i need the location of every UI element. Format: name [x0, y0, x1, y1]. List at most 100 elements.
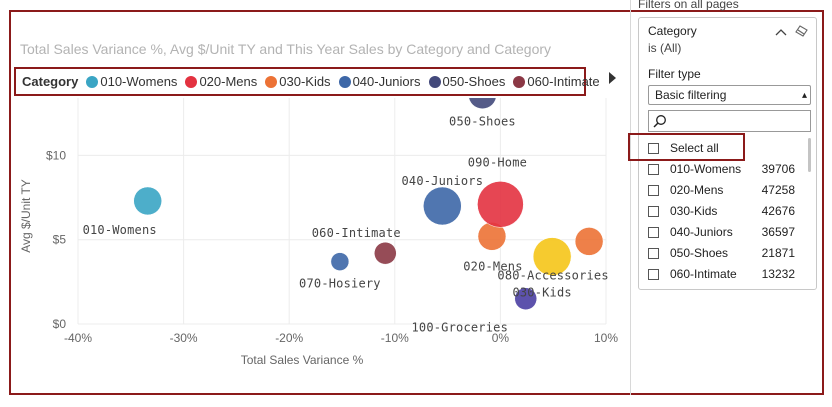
legend-next-arrow-icon[interactable]: [609, 72, 616, 84]
item-checkbox[interactable]: [648, 205, 659, 217]
list-item[interactable]: 030-Kids 42676: [648, 202, 795, 220]
legend-label: 040-Juniors: [352, 74, 421, 89]
point-label: 090-Home: [468, 155, 527, 169]
item-count: 42676: [761, 204, 795, 218]
select-all-checkbox[interactable]: [648, 142, 659, 154]
scatter-chart: -40% -30% -20% -10% 0% 10% $0 $5 $10 Total Sales …: [19, 98, 618, 367]
y-axis-title: Avg $/Unit TY: [19, 179, 33, 253]
chart-bubbles: [133, 98, 604, 310]
point-label: 010-Womens: [83, 223, 157, 237]
legend-label: 030-Kids: [279, 74, 331, 89]
x-tick-label: 0%: [492, 331, 510, 345]
filter-field-value: is (All): [648, 41, 682, 55]
search-icon: [653, 114, 667, 133]
x-axis-title: Total Sales Variance %: [241, 353, 364, 367]
legend-item-intimate[interactable]: 060-Intimate: [513, 74, 600, 89]
select-all-option[interactable]: Select all: [648, 139, 755, 157]
legend-dot-icon: [338, 75, 351, 88]
legend-label: 010-Womens: [100, 74, 178, 89]
bubble-point: [477, 181, 524, 228]
chart-grid: [77, 98, 607, 325]
item-checkbox[interactable]: [648, 163, 659, 175]
point-label: 020-Mens: [463, 259, 522, 273]
x-tick-label: -40%: [64, 331, 92, 345]
select-caret-icon: ▴: [801, 90, 807, 101]
item-label: 060-Intimate: [670, 267, 737, 281]
list-item[interactable]: 020-Mens 47258: [648, 181, 795, 199]
clear-filter-icon[interactable]: [795, 24, 808, 42]
x-tick-label: -20%: [275, 331, 303, 345]
item-label: 040-Juniors: [670, 225, 733, 239]
filters-pane-header: Filters on all pages: [638, 0, 739, 11]
list-item[interactable]: 040-Juniors 36597: [648, 223, 795, 241]
point-label: 100-Groceries: [411, 321, 508, 335]
filter-type-label: Filter type: [648, 67, 701, 81]
legend-label: 020-Mens: [199, 74, 258, 89]
legend-item-mens[interactable]: 020-Mens: [185, 74, 257, 89]
point-label: 030-Kids: [512, 286, 571, 300]
y-tick-label: $10: [46, 148, 66, 162]
bubble-point: [574, 227, 604, 256]
item-count: 21871: [761, 246, 795, 260]
bubble-point: [330, 252, 350, 271]
chart-axes: -40% -30% -20% -10% 0% 10% $0 $5 $10 Total Sales …: [19, 148, 618, 367]
legend-dot-icon: [86, 75, 99, 88]
y-tick-label: $5: [53, 233, 67, 247]
legend-title: Category: [22, 74, 79, 89]
filter-type-value: Basic filtering: [655, 88, 727, 102]
x-tick-label: 10%: [594, 331, 618, 345]
legend-item-juniors[interactable]: 040-Juniors: [338, 74, 421, 89]
chart-legend: Category 010-Womens 020-Mens 030-Kids 04…: [14, 67, 600, 96]
list-item[interactable]: 060-Intimate 13232: [648, 265, 795, 283]
bubble-point: [133, 186, 162, 216]
item-checkbox[interactable]: [648, 268, 659, 280]
point-label: 070-Hosiery: [299, 277, 381, 291]
chart-point-labels: 010-Womens 020-Mens 030-Kids 040-Juniors 050…: [83, 115, 609, 335]
item-label: 010-Womens: [670, 162, 742, 176]
category-filter-card: Category is (All) Filter type Basic filt…: [638, 17, 817, 290]
item-label: 020-Mens: [670, 183, 724, 197]
legend-item-womens[interactable]: 010-Womens: [86, 74, 177, 89]
bubble-point: [514, 287, 537, 310]
legend-label: 050-Shoes: [442, 74, 506, 89]
bubble-point: [468, 98, 497, 109]
legend-dot-icon: [513, 75, 526, 88]
filter-search-input[interactable]: [648, 110, 811, 132]
select-all-label: Select all: [670, 141, 719, 155]
legend-dot-icon: [265, 75, 278, 88]
chart-title: Total Sales Variance %, Avg $/Unit TY an…: [20, 41, 552, 57]
item-checkbox[interactable]: [648, 184, 659, 196]
x-tick-label: -30%: [170, 331, 198, 345]
pane-divider: [630, 0, 631, 395]
item-label: 050-Shoes: [670, 246, 729, 260]
bubble-point: [374, 241, 397, 265]
x-tick-label: -10%: [381, 331, 409, 345]
select-all-highlight: [628, 133, 745, 161]
legend-label: 060-Intimate: [527, 74, 600, 89]
legend-dot-icon: [185, 75, 198, 88]
item-count: 39706: [761, 162, 795, 176]
item-count: 47258: [761, 183, 795, 197]
legend-dot-icon: [428, 75, 441, 88]
y-tick-label: $0: [53, 317, 67, 331]
bubble-point: [532, 237, 572, 276]
legend-item-shoes[interactable]: 050-Shoes: [428, 74, 506, 89]
filter-type-select[interactable]: Basic filtering ▴: [648, 85, 811, 105]
item-checkbox[interactable]: [648, 226, 659, 238]
point-label: 040-Juniors: [401, 174, 483, 188]
visual-frame: [9, 10, 824, 395]
bubble-point: [423, 186, 462, 226]
chevron-up-icon[interactable]: [775, 25, 787, 39]
point-label: 060-Intimate: [312, 226, 401, 240]
item-count: 36597: [761, 225, 795, 239]
legend-item-kids[interactable]: 030-Kids: [265, 74, 331, 89]
item-checkbox[interactable]: [648, 247, 659, 259]
list-item[interactable]: 050-Shoes 21871: [648, 244, 795, 262]
item-label: 030-Kids: [670, 204, 718, 218]
list-item[interactable]: 010-Womens 39706: [648, 160, 795, 178]
point-label: 080-Accessories: [497, 268, 608, 282]
point-label: 050-Shoes: [449, 115, 516, 129]
filter-field-name: Category: [648, 24, 697, 38]
item-count: 13232: [761, 267, 795, 281]
filter-list-scrollbar[interactable]: [808, 138, 811, 172]
